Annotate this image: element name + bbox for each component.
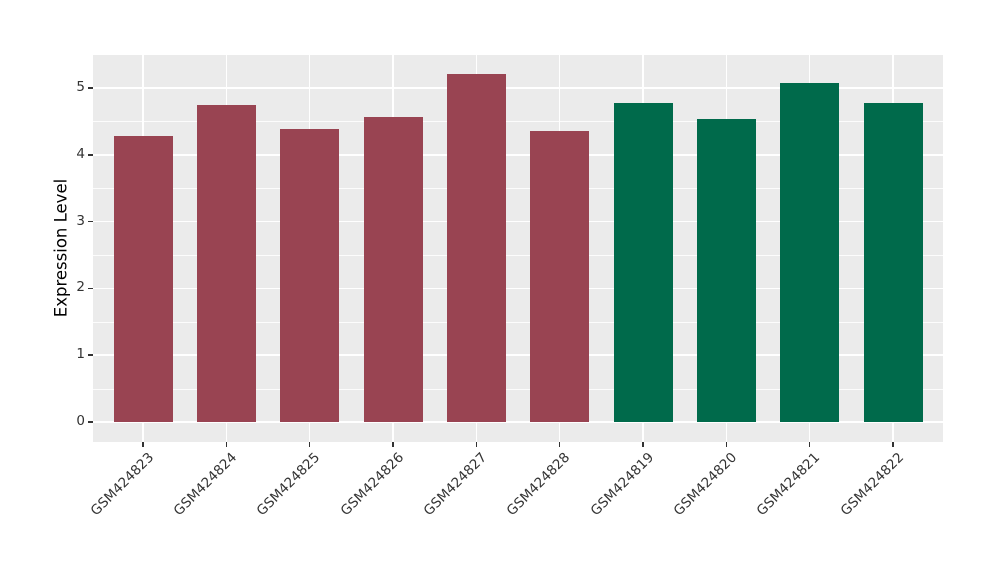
y-tick-label: 5: [76, 78, 85, 95]
y-tick-label: 1: [76, 346, 85, 363]
y-tick-label: 4: [76, 145, 85, 162]
bar-GSM424820: [696, 119, 756, 422]
y-tick-mark: [88, 421, 93, 423]
minor-gridline: [93, 188, 943, 189]
bar-GSM424824: [196, 104, 256, 422]
y-tick-mark: [88, 220, 93, 223]
x-tick-mark: [808, 442, 811, 447]
x-tick-mark: [225, 442, 228, 447]
major-gridline: [93, 287, 943, 290]
bar-GSM424825: [280, 129, 340, 422]
plot-panel: [93, 55, 943, 442]
x-tick-label-GSM424821: GSM424821: [754, 449, 824, 520]
y-tick-mark: [88, 154, 93, 156]
x-tick-mark: [308, 442, 311, 447]
bar-GSM424821: [780, 83, 840, 422]
x-tick-label-GSM424827: GSM424827: [420, 449, 491, 520]
minor-gridline: [93, 321, 943, 323]
bar-GSM424822: [863, 103, 923, 422]
bar-GSM424819: [613, 103, 673, 422]
x-tick-label-GSM424819: GSM424819: [587, 449, 657, 520]
x-tick-label-GSM424826: GSM424826: [337, 449, 407, 520]
x-tick-label-GSM424828: GSM424828: [504, 449, 574, 520]
x-tick-mark: [142, 442, 144, 447]
bar-GSM424828: [530, 130, 590, 422]
major-gridline: [93, 220, 943, 223]
major-gridline: [93, 354, 943, 356]
x-tick-mark: [725, 442, 728, 447]
x-tick-mark: [892, 442, 894, 447]
y-tick-label: 0: [76, 412, 85, 429]
major-gridline: [93, 421, 943, 423]
bar-GSM424823: [113, 136, 173, 422]
minor-gridline: [93, 255, 943, 256]
x-tick-label-GSM424824: GSM424824: [170, 449, 241, 520]
y-tick-label: 2: [76, 279, 85, 296]
y-tick-mark: [88, 287, 93, 290]
bar-GSM424826: [363, 116, 423, 422]
minor-gridline: [93, 388, 943, 390]
y-axis-title: Expression Level: [51, 178, 71, 318]
x-tick-label-GSM424825: GSM424825: [254, 449, 324, 520]
y-tick-mark: [88, 87, 93, 89]
x-tick-mark: [475, 442, 478, 447]
y-tick-label: 3: [76, 212, 85, 229]
x-tick-label-GSM424820: GSM424820: [670, 449, 741, 520]
x-tick-label-GSM424822: GSM424822: [837, 449, 907, 520]
x-tick-mark: [392, 442, 394, 447]
major-gridline: [93, 154, 943, 156]
y-tick-mark: [88, 354, 93, 356]
minor-gridline: [93, 121, 943, 123]
bar-GSM424827: [446, 74, 506, 422]
x-tick-mark: [558, 442, 561, 447]
x-tick-label-GSM424823: GSM424823: [87, 449, 157, 520]
major-gridline: [93, 87, 943, 89]
x-tick-mark: [642, 442, 644, 447]
